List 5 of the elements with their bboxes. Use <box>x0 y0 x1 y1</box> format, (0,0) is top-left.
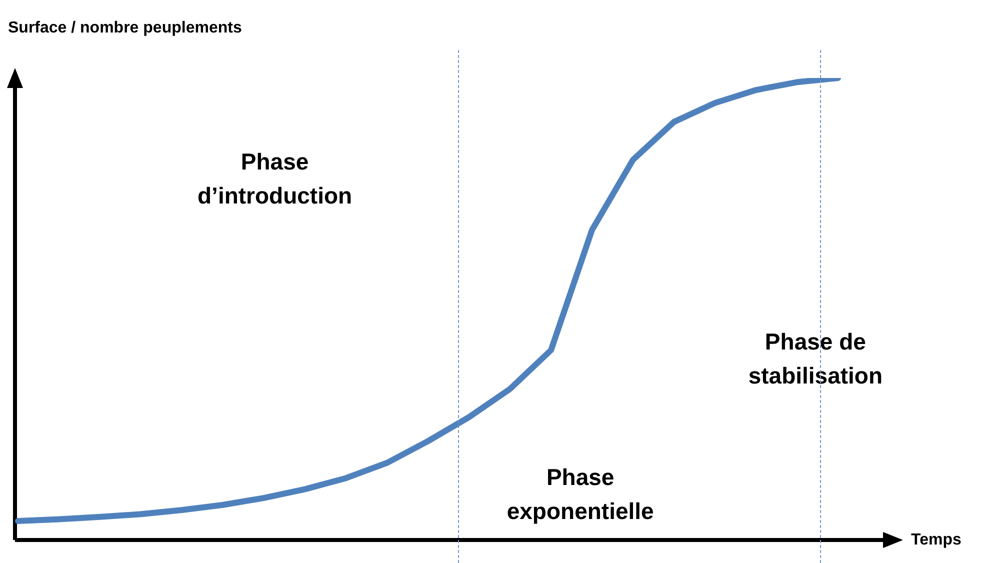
y-axis-title: Surface / nombre peuplements <box>8 19 242 36</box>
annotation: Phase exponentielle <box>506 464 654 524</box>
x-axis-title: Temps <box>911 531 962 548</box>
annotation: Phase de stabilisation <box>748 328 883 389</box>
annotation: Phase d’introduction <box>197 148 352 209</box>
